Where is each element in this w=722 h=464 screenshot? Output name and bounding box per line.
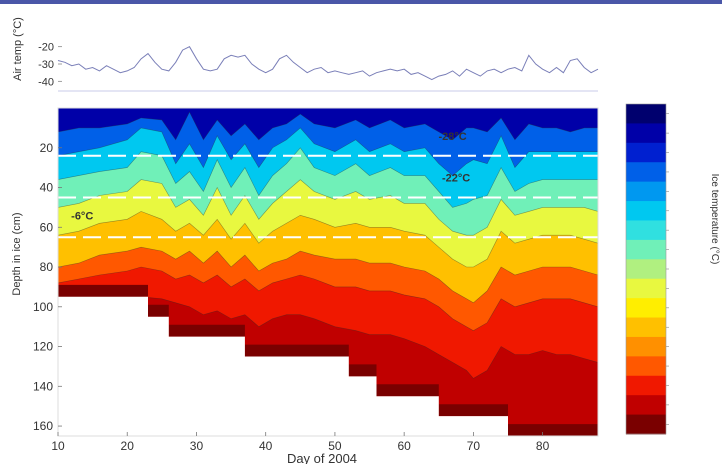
colorbar-swatch — [626, 278, 666, 299]
colorbar-swatch — [626, 395, 666, 416]
temperature-bands — [58, 108, 598, 436]
colorbar-swatch — [626, 356, 666, 377]
colorbar-swatch — [626, 317, 666, 338]
colorbar-swatch — [626, 181, 666, 202]
air-temp-tick-label: -40 — [38, 76, 54, 88]
y-tick-label: 100 — [33, 300, 53, 314]
x-tick-label: 70 — [467, 439, 481, 453]
temperature-annotation: -22°C — [442, 173, 470, 185]
y-tick-label: 140 — [33, 379, 53, 393]
y-tick-label: 20 — [40, 141, 54, 155]
ice-temp-panel: -28°C -22°C -6°C 10 20 30 40 50 60 70 80 20 40 60 80… — [11, 107, 599, 464]
air-temp-panel: Air temp (°C) -40 -30 -20 — [12, 17, 599, 92]
colorbar-label: Ice temperature (°C) — [709, 174, 720, 265]
colorbar-swatch — [626, 259, 666, 280]
y-tick-label: 40 — [40, 181, 54, 195]
figure: Air temp (°C) -40 -30 -20 -28°C -22°C -6°C 1… — [11, 17, 720, 464]
title-bar — [0, 0, 722, 4]
x-tick-label: 60 — [397, 439, 411, 453]
air-temp-tick-label: -20 — [38, 42, 54, 54]
y-axis-ticks: 20 40 60 80 100 120 140 160 — [33, 141, 62, 433]
colorbar-frame — [625, 103, 667, 435]
x-axis-ticks: 10 20 30 40 50 60 70 80 — [51, 432, 550, 453]
colorbar-swatch — [626, 298, 666, 319]
air-temp-ylabel: Air temp (°C) — [12, 17, 24, 81]
x-tick-label: 30 — [190, 439, 204, 453]
colorbar-swatch — [626, 142, 666, 163]
x-tick-label: 40 — [259, 439, 273, 453]
colorbar-swatch — [626, 162, 666, 183]
colorbar-swatch — [626, 104, 666, 124]
colorbar-swatch — [626, 239, 666, 260]
y-tick-label: 60 — [40, 220, 54, 234]
air-temp-tick-label: -30 — [38, 59, 54, 71]
below-ice-bottom — [58, 296, 598, 436]
colorbar-swatch — [626, 414, 666, 435]
temperature-annotation: -28°C — [438, 131, 466, 143]
colorbar-swatches — [626, 104, 669, 435]
colorbar: Ice temperature (°C) — [625, 103, 720, 435]
x-tick-label: 20 — [121, 439, 135, 453]
air-temp-y-ticks: -40 -30 -20 — [38, 42, 62, 88]
y-tick-label: 80 — [40, 260, 54, 274]
y-axis-label: Depth in ice (cm) — [11, 212, 23, 295]
x-axis-label: Day of 2004 — [287, 451, 357, 464]
y-tick-label: 120 — [33, 340, 53, 354]
colorbar-swatch — [626, 123, 666, 144]
temperature-annotations: -28°C -22°C -6°C — [71, 131, 470, 223]
colorbar-swatch — [626, 201, 666, 221]
colorbar-swatch — [626, 375, 666, 396]
plot-frame — [57, 107, 599, 437]
x-tick-label: 80 — [536, 439, 550, 453]
colorbar-swatch — [626, 336, 666, 357]
x-tick-label: 10 — [51, 439, 65, 453]
temperature-annotation: -6°C — [71, 210, 93, 222]
colorbar-swatch — [626, 220, 666, 241]
dashed-reference-lines — [58, 154, 598, 239]
air-temp-line — [57, 46, 599, 81]
y-tick-label: 160 — [33, 419, 53, 433]
x-tick-label: 50 — [328, 439, 342, 453]
